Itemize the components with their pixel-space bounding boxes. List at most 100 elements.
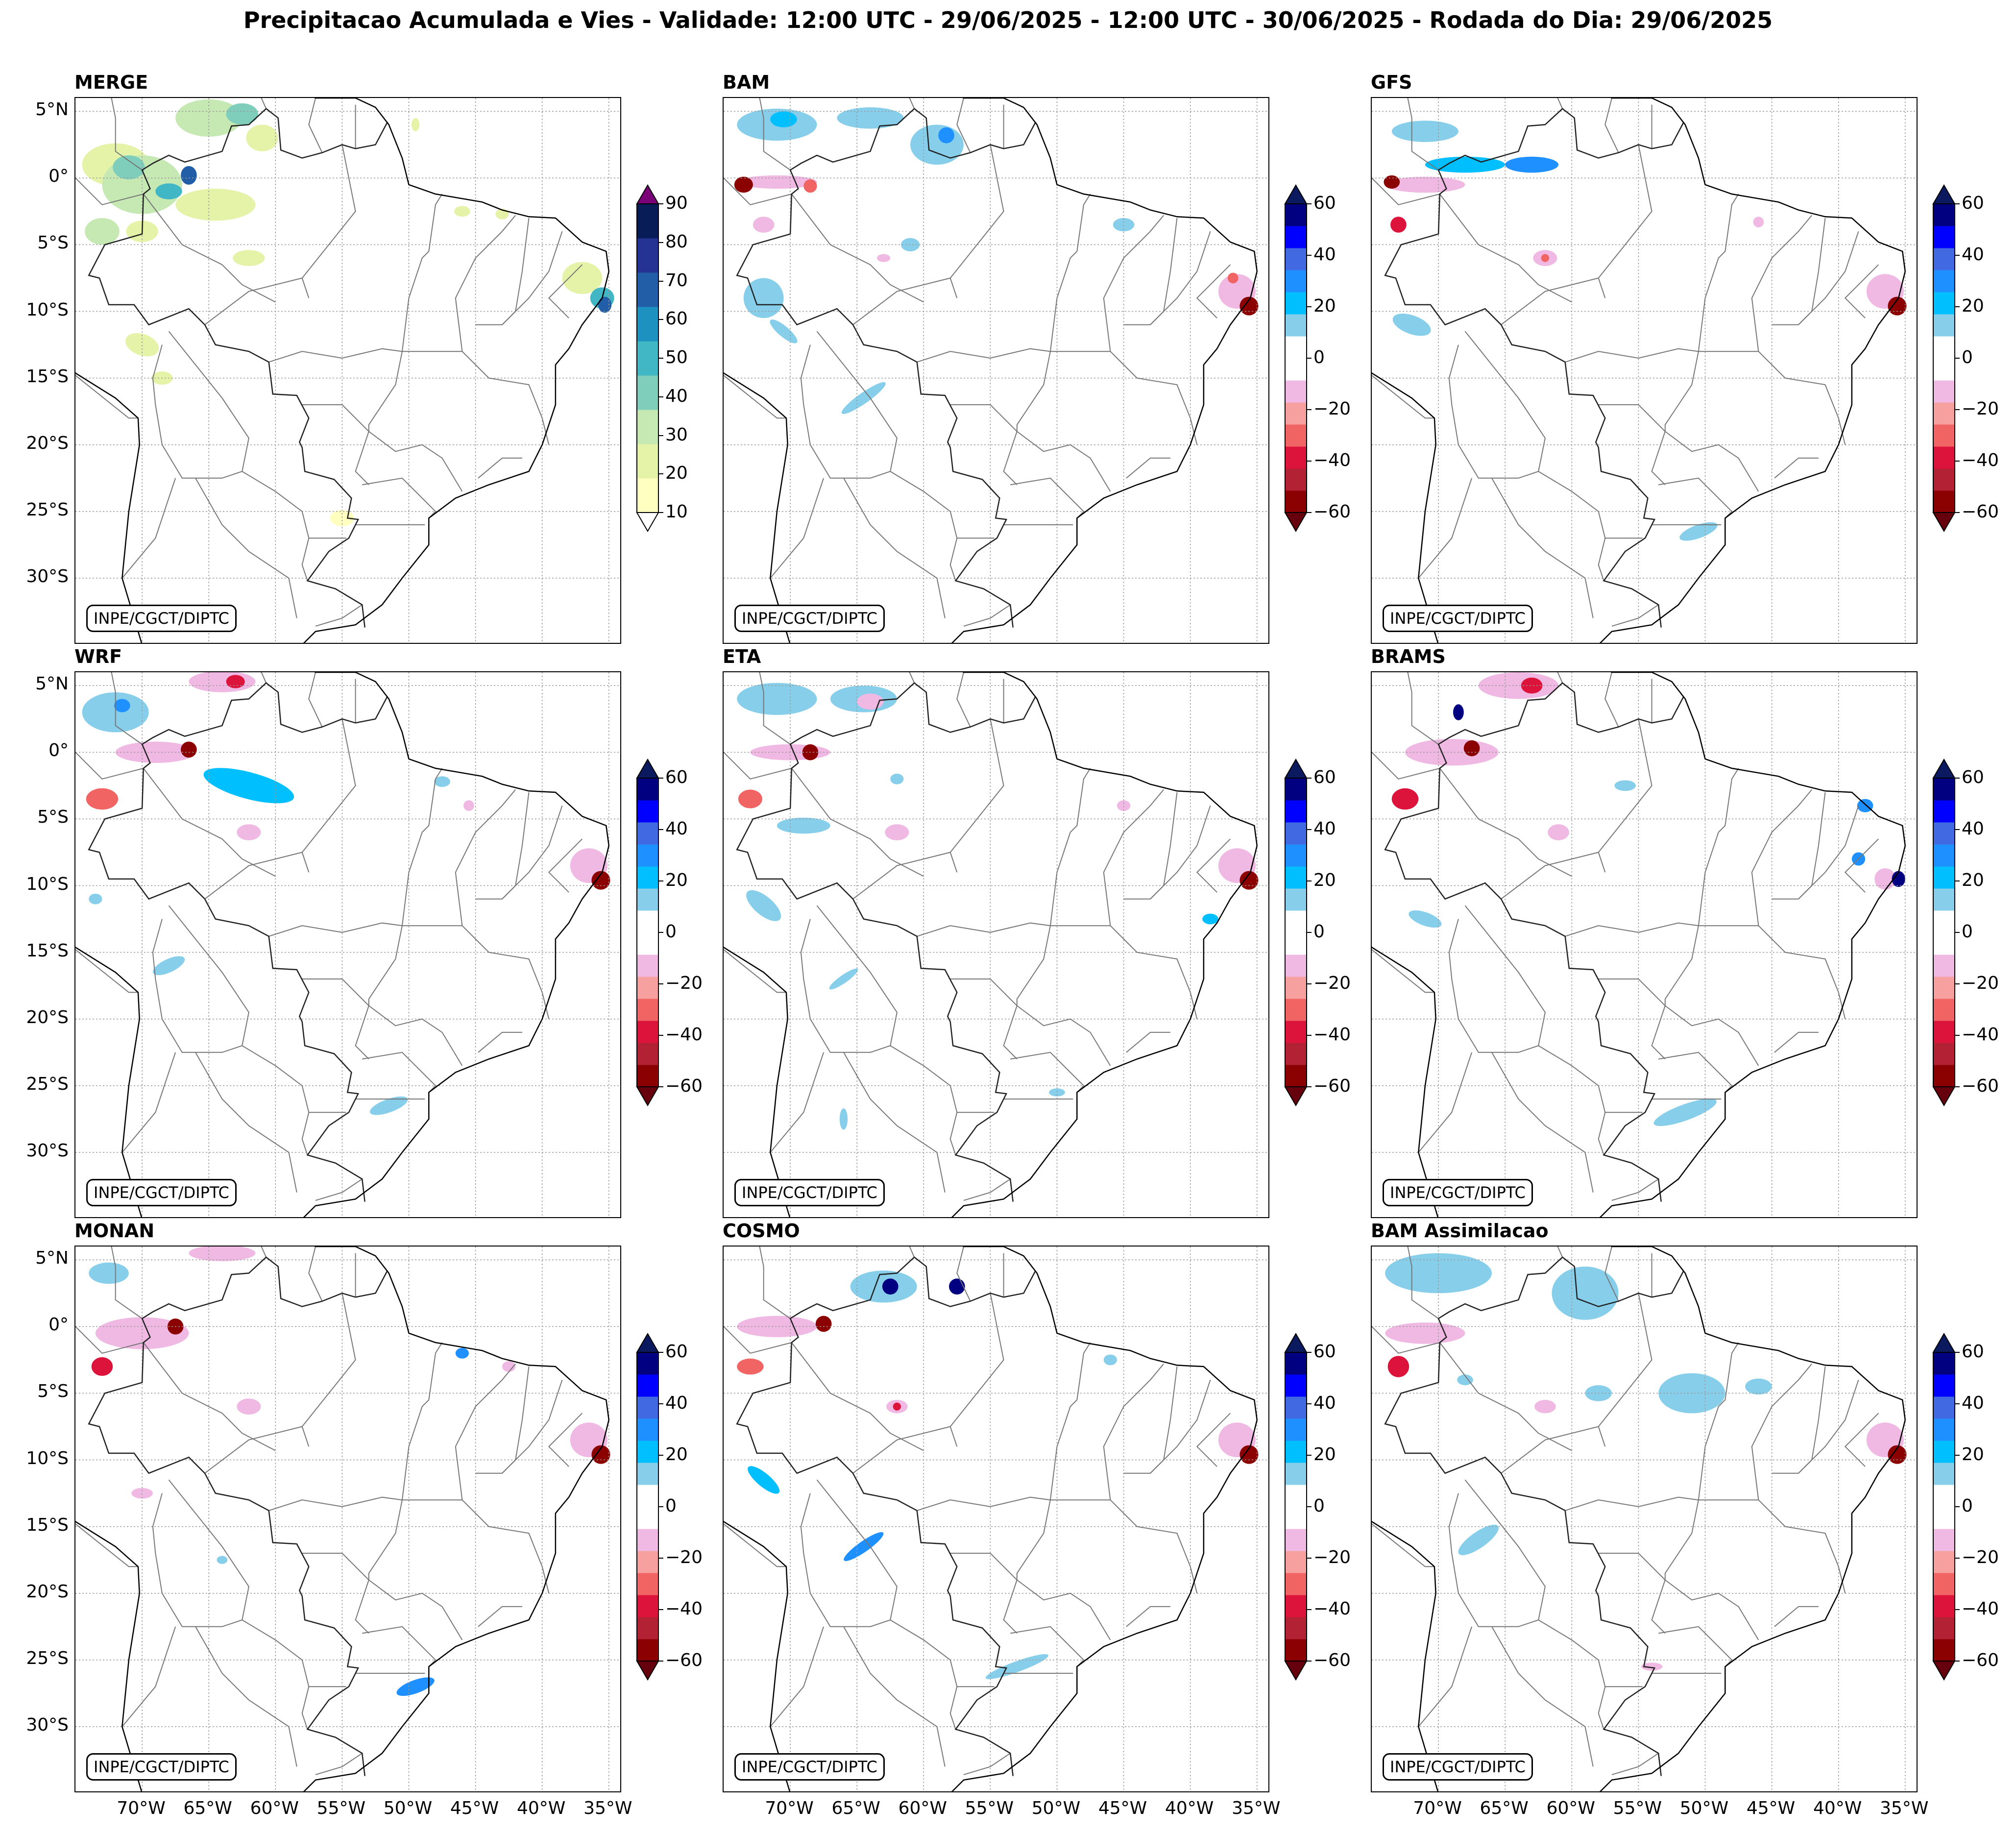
colorbar-segment: [1285, 778, 1307, 801]
state-border: [1501, 852, 1606, 900]
precip-area: [910, 124, 964, 165]
colorbar-tick-label: −40: [1313, 1599, 1351, 1619]
colorbar-tick: [658, 1558, 663, 1559]
colorbar-tick: [1955, 1558, 1960, 1559]
state-border: [1407, 1247, 1439, 1319]
state-border: [1126, 1606, 1170, 1627]
colorbar-segment: [637, 410, 658, 444]
state-border: [478, 1606, 522, 1627]
state-border: [949, 1686, 958, 1730]
colorbar-tick: [658, 1086, 663, 1087]
colorbar-segment: [1285, 204, 1307, 226]
precip-area: [890, 773, 904, 784]
colorbar-tick-label: 60: [1962, 193, 1984, 213]
colorbar-segment: [1933, 1463, 1955, 1485]
colorbar-tick-label: −60: [1962, 1076, 1999, 1096]
state-border: [268, 348, 462, 363]
colorbar-segment: [1285, 999, 1307, 1021]
state-border: [502, 792, 530, 900]
coastline: [951, 98, 1258, 643]
colorbar-tick-label: 20: [1313, 1444, 1336, 1465]
colorbar-segment: [1285, 1639, 1307, 1662]
state-border: [1448, 905, 1546, 1053]
precip-area: [1117, 800, 1131, 811]
lat-tick-label: 25°S: [26, 1648, 69, 1668]
country-border: [1384, 1256, 1685, 1776]
colorbar-segment: [637, 478, 658, 513]
state-border: [204, 1426, 310, 1474]
colorbar-segment: [1933, 270, 1955, 293]
colorbar-segment: [1285, 336, 1307, 359]
coastline: [303, 672, 610, 1217]
state-border: [1611, 604, 1659, 627]
precip-area: [1409, 910, 1442, 928]
colorbar-segment: [1285, 1485, 1307, 1507]
colorbar-segment: [1285, 1617, 1307, 1639]
lon-tick-label: 60°W: [250, 1798, 299, 1818]
state-border: [121, 478, 176, 579]
state-border: [461, 351, 550, 445]
colorbar-tick: [1955, 829, 1960, 830]
colorbar-segment: [637, 1396, 658, 1419]
state-border: [1604, 98, 1619, 153]
colorbar-segment: [1285, 270, 1307, 293]
state-border: [1844, 1413, 1879, 1467]
state-border: [308, 672, 323, 728]
colorbar-segment: [1933, 248, 1955, 270]
precip-area: [1103, 1354, 1117, 1366]
panel-title: WRF: [74, 646, 122, 667]
colorbar-segment: [1933, 314, 1955, 337]
state-border: [909, 1247, 915, 1258]
state-border: [1758, 351, 1846, 445]
state-border: [368, 351, 403, 432]
lon-tick-label: 65°W: [1480, 1798, 1529, 1818]
state-border: [843, 1626, 946, 1767]
precip-area: [857, 693, 884, 710]
state-border: [1774, 1031, 1819, 1053]
colorbar-segment: [637, 204, 658, 239]
colorbar-tick: [1955, 1086, 1960, 1087]
state-border: [1418, 1626, 1473, 1727]
colorbar-segment: [1285, 1021, 1307, 1043]
state-border: [1798, 1366, 1826, 1474]
state-border: [475, 1379, 563, 1474]
colorbar-tick-label: −20: [1962, 399, 1999, 419]
state-border: [724, 374, 786, 419]
colorbar-segment: [1933, 1551, 1955, 1573]
map-panel: INPE/CGCT/DIPTC: [1371, 671, 1918, 1218]
state-border: [268, 922, 462, 937]
colorbar-segment: [1933, 1507, 1955, 1529]
state-border: [1126, 457, 1170, 479]
colorbar-tick-label: −40: [1962, 1025, 1999, 1045]
colorbar-tick-label: 0: [1962, 347, 1973, 367]
colorbar-segment: [1933, 866, 1955, 889]
state-border: [1372, 374, 1434, 419]
state-border: [1010, 1051, 1085, 1093]
precip-area: [839, 1108, 848, 1130]
precip-area: [1888, 1445, 1907, 1464]
colorbar-tick-label: 20: [665, 1444, 688, 1465]
colorbar-tick-label: 40: [665, 819, 688, 839]
state-border: [1798, 218, 1826, 325]
colorbar-segment: [637, 1617, 658, 1639]
state-border: [1491, 1626, 1594, 1767]
precip-area: [1392, 314, 1431, 336]
colorbar-segment: [1933, 358, 1955, 381]
colorbar-tick: [1307, 1558, 1312, 1559]
colorbar-segment: [1933, 822, 1955, 845]
colorbar: [1284, 1333, 1308, 1681]
state-border: [917, 348, 1111, 363]
state-border: [75, 1523, 138, 1567]
precip-area: [89, 893, 102, 905]
precip-area: [86, 788, 119, 810]
lat-tick-label: 5°S: [37, 233, 69, 253]
colorbar-segment: [637, 1551, 658, 1573]
precip-area: [1552, 1266, 1619, 1320]
precip-area: [1387, 1356, 1409, 1377]
colorbar-tick-label: −40: [1313, 1025, 1351, 1045]
colorbar-tick-label: 20: [1962, 870, 1984, 890]
precip-area: [1478, 672, 1559, 699]
colorbar-tick-label: 60: [1313, 767, 1336, 787]
colorbar-segment: [637, 1418, 658, 1441]
precip-area: [1391, 788, 1419, 810]
